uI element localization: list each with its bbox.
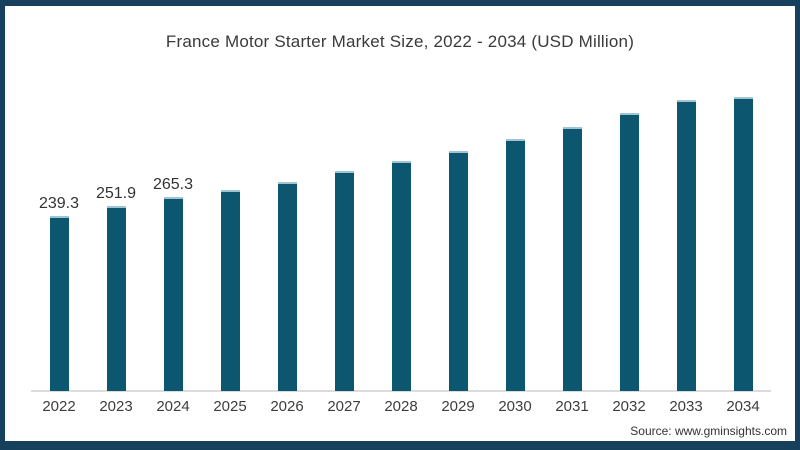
bar-2033 <box>676 100 696 391</box>
bar-column-2025 <box>202 76 258 391</box>
x-tick-label-2022: 2022 <box>42 398 76 415</box>
bar-2026 <box>277 182 297 391</box>
bar-value-label: 265.3 <box>152 176 194 193</box>
bar-column-2024: 265.3 <box>145 76 201 391</box>
bar-value-label: 251.9 <box>95 185 137 202</box>
x-tick-label-2032: 2032 <box>612 398 646 415</box>
x-tick-label-2028: 2028 <box>384 398 418 415</box>
bar-2034 <box>733 97 753 391</box>
x-tick-label-2025: 2025 <box>213 398 247 415</box>
x-axis-labels: 2022 2023 2024 2025 2026 2027 2028 2029 2030 2031… <box>31 398 771 415</box>
bar-2025 <box>220 190 240 391</box>
chart-title: France Motor Starter Market Size, 2022 -… <box>165 32 635 51</box>
bar-column-2032 <box>601 76 657 391</box>
bar-column-2030 <box>487 76 543 391</box>
x-tick-label-2033: 2033 <box>669 398 703 415</box>
bar-column-2034 <box>715 76 771 391</box>
bar-2029 <box>448 151 468 391</box>
source-credit: Source: www.gminsights.com <box>630 424 787 438</box>
bar-2022 <box>49 216 69 391</box>
bar-column-2022: 239.3 <box>31 76 87 391</box>
bar-2027 <box>334 171 354 391</box>
bar-2023 <box>106 206 126 391</box>
x-tick-label-2029: 2029 <box>441 398 475 415</box>
x-tick-label-2023: 2023 <box>99 398 133 415</box>
plot-area: 239.3 251.9 265.3 <box>31 76 771 391</box>
bar-2028 <box>391 161 411 391</box>
bar-column-2029 <box>430 76 486 391</box>
bar-2031 <box>562 127 582 391</box>
x-tick-label-2031: 2031 <box>555 398 589 415</box>
x-tick-label-2026: 2026 <box>270 398 304 415</box>
x-axis-line <box>31 390 771 392</box>
bar-value-label: 239.3 <box>38 195 80 212</box>
x-tick-label-2030: 2030 <box>498 398 532 415</box>
x-tick-label-2027: 2027 <box>327 398 361 415</box>
bar-2024 <box>163 197 183 391</box>
bar-column-2031 <box>544 76 600 391</box>
bar-2030 <box>505 139 525 391</box>
bar-column-2033 <box>658 76 714 391</box>
bar-column-2027 <box>316 76 372 391</box>
bar-2032 <box>619 113 639 391</box>
bar-column-2026 <box>259 76 315 391</box>
bar-column-2023: 251.9 <box>88 76 144 391</box>
bar-column-2028 <box>373 76 429 391</box>
x-tick-label-2024: 2024 <box>156 398 190 415</box>
x-tick-label-2034: 2034 <box>726 398 760 415</box>
